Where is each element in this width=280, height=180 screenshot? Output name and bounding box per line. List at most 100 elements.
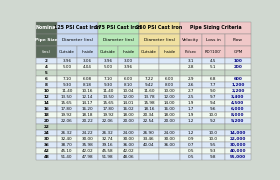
Bar	[139, 22, 180, 34]
Bar	[98, 154, 118, 160]
Bar	[159, 124, 180, 130]
Bar	[225, 34, 251, 46]
Text: 42.02: 42.02	[123, 149, 134, 153]
Text: 1,200: 1,200	[231, 83, 245, 87]
Text: Velocity: Velocity	[182, 38, 199, 42]
Bar	[180, 46, 202, 58]
Bar	[225, 100, 251, 106]
Bar	[159, 100, 180, 106]
Text: Diameter (ins): Diameter (ins)	[144, 38, 175, 42]
Bar	[98, 58, 118, 64]
Bar	[139, 76, 159, 82]
Text: 26.90: 26.90	[143, 131, 155, 135]
Text: 24: 24	[43, 131, 49, 135]
Bar	[139, 82, 159, 88]
Bar	[139, 154, 159, 160]
Bar	[225, 130, 251, 136]
Bar	[98, 70, 118, 76]
Bar	[36, 22, 57, 34]
Text: 4: 4	[45, 65, 48, 69]
Bar	[36, 88, 57, 94]
Text: Pipe Sizing Criteria: Pipe Sizing Criteria	[190, 25, 241, 30]
Text: 200: 200	[234, 65, 242, 69]
Bar	[77, 94, 98, 100]
Bar	[98, 94, 118, 100]
Text: 14.17: 14.17	[82, 101, 93, 105]
Bar	[202, 64, 225, 70]
Bar	[139, 100, 159, 106]
Bar	[225, 154, 251, 160]
Bar	[180, 136, 202, 142]
Text: 42.02: 42.02	[81, 149, 93, 153]
Text: 2.5: 2.5	[187, 95, 194, 99]
Text: 3.96: 3.96	[124, 65, 133, 69]
Bar	[202, 88, 225, 94]
Text: 10.00: 10.00	[164, 89, 175, 93]
Text: 36: 36	[43, 143, 49, 147]
Text: 8: 8	[45, 83, 48, 87]
Text: Outside: Outside	[59, 50, 75, 54]
Bar	[225, 46, 251, 58]
Bar	[36, 106, 57, 112]
Bar	[57, 118, 77, 124]
Bar	[57, 22, 98, 34]
Bar	[202, 34, 225, 46]
Bar	[139, 70, 159, 76]
Text: 5.1: 5.1	[210, 65, 216, 69]
Bar	[118, 70, 139, 76]
Bar	[202, 148, 225, 154]
Bar	[57, 94, 77, 100]
Text: 20.22: 20.22	[81, 119, 93, 123]
Text: 1.9: 1.9	[188, 113, 194, 117]
Bar	[180, 94, 202, 100]
Text: 6.08: 6.08	[83, 77, 92, 81]
Text: 3.96: 3.96	[62, 59, 71, 63]
Bar	[202, 118, 225, 124]
Bar	[57, 76, 77, 82]
Text: 9.3: 9.3	[210, 149, 216, 153]
Bar	[159, 70, 180, 76]
Bar	[225, 124, 251, 130]
Bar	[118, 154, 139, 160]
Text: 30.00: 30.00	[123, 137, 134, 141]
Bar	[77, 82, 98, 88]
Text: 48: 48	[43, 155, 49, 159]
Text: 8.18: 8.18	[83, 83, 92, 87]
Bar	[36, 34, 57, 46]
Text: 32.40: 32.40	[61, 137, 73, 141]
Text: 11.60: 11.60	[143, 89, 155, 93]
Text: Diameter (ins): Diameter (ins)	[102, 38, 134, 42]
Text: 17.80: 17.80	[102, 107, 114, 111]
Bar	[98, 112, 118, 118]
Bar	[57, 100, 77, 106]
Bar	[118, 76, 139, 82]
Text: 14,000: 14,000	[230, 131, 246, 135]
Bar	[159, 94, 180, 100]
Text: 26.32: 26.32	[102, 131, 114, 135]
Text: 4,500: 4,500	[231, 101, 244, 105]
Text: 10.04: 10.04	[123, 89, 134, 93]
Text: Loss in: Loss in	[206, 38, 221, 42]
Text: 3.1: 3.1	[188, 59, 194, 63]
Bar	[77, 76, 98, 82]
Text: 4.5: 4.5	[210, 59, 216, 63]
Bar	[225, 64, 251, 70]
Bar	[57, 106, 77, 112]
Bar	[180, 148, 202, 154]
Bar	[225, 82, 251, 88]
Bar	[180, 112, 202, 118]
Text: 10.0: 10.0	[209, 131, 218, 135]
Text: 39.16: 39.16	[102, 143, 114, 147]
Bar	[180, 130, 202, 136]
Text: 20.00: 20.00	[164, 119, 175, 123]
Text: 8,000: 8,000	[231, 113, 245, 117]
Bar	[36, 154, 57, 160]
Text: 30,000: 30,000	[230, 143, 246, 147]
Bar	[118, 130, 139, 136]
Text: 8.00: 8.00	[165, 83, 174, 87]
Bar	[36, 112, 57, 118]
Bar	[57, 124, 77, 130]
Bar	[118, 46, 139, 58]
Text: 7.10: 7.10	[62, 77, 71, 81]
Text: 22.06: 22.06	[61, 119, 73, 123]
